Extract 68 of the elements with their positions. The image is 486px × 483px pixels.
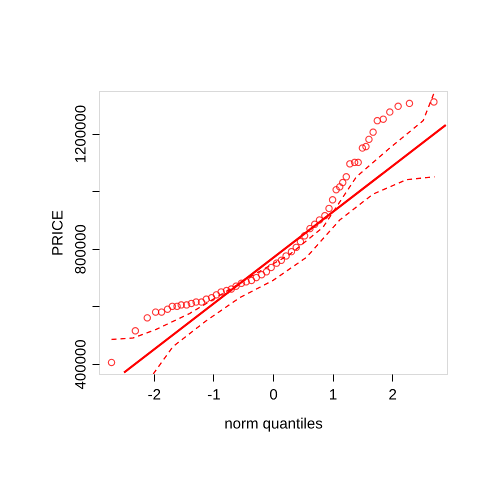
point — [310, 220, 318, 228]
point — [338, 178, 346, 186]
point — [168, 302, 176, 310]
point — [296, 238, 304, 246]
point — [354, 158, 362, 166]
point — [238, 280, 246, 288]
point — [332, 186, 340, 194]
point — [300, 232, 308, 240]
y-tick-label: 1200000 — [72, 104, 90, 164]
x-tick-label: 0 — [269, 386, 278, 404]
point — [288, 248, 296, 256]
y-tick-label: 400000 — [72, 339, 90, 390]
point — [208, 294, 216, 302]
point — [328, 196, 336, 204]
point — [177, 301, 185, 309]
point — [406, 100, 414, 108]
point — [222, 286, 230, 294]
point — [350, 158, 358, 166]
point — [173, 302, 181, 310]
point — [144, 314, 152, 322]
x-axis-title: norm quantiles — [224, 416, 323, 432]
point — [325, 204, 333, 212]
point — [365, 136, 373, 144]
point — [188, 300, 196, 308]
point — [362, 142, 370, 150]
point — [248, 276, 256, 284]
y-tick-label: 800000 — [72, 224, 90, 274]
point — [374, 116, 382, 124]
point — [342, 173, 350, 181]
point — [182, 301, 190, 309]
point — [158, 308, 166, 316]
point — [164, 305, 172, 313]
line-series — [152, 176, 436, 374]
point — [336, 183, 344, 191]
point — [198, 298, 206, 306]
point — [152, 308, 160, 316]
point — [192, 298, 200, 306]
point — [108, 358, 116, 366]
point — [132, 327, 140, 335]
point — [202, 295, 210, 303]
point — [316, 216, 324, 224]
point — [379, 115, 387, 123]
point — [272, 259, 280, 267]
point — [394, 102, 402, 110]
point — [306, 224, 314, 232]
x-tick-label: -1 — [207, 386, 221, 404]
point — [217, 288, 225, 296]
point — [267, 264, 275, 272]
point — [386, 108, 394, 116]
point — [242, 278, 250, 286]
x-tick-label: 1 — [328, 386, 338, 404]
point — [262, 268, 270, 276]
point — [282, 252, 290, 260]
point — [252, 274, 260, 282]
point — [369, 128, 377, 136]
point — [292, 244, 300, 252]
x-tick-label: -2 — [148, 386, 161, 404]
point — [232, 282, 240, 290]
point — [321, 212, 329, 220]
point — [228, 285, 236, 293]
x-tick-label: 2 — [388, 386, 397, 404]
point — [358, 144, 366, 152]
point — [430, 98, 438, 106]
y-axis-title: PRICE — [50, 210, 66, 256]
point — [212, 291, 220, 299]
point — [258, 270, 266, 278]
point — [346, 160, 354, 168]
point — [278, 256, 286, 264]
